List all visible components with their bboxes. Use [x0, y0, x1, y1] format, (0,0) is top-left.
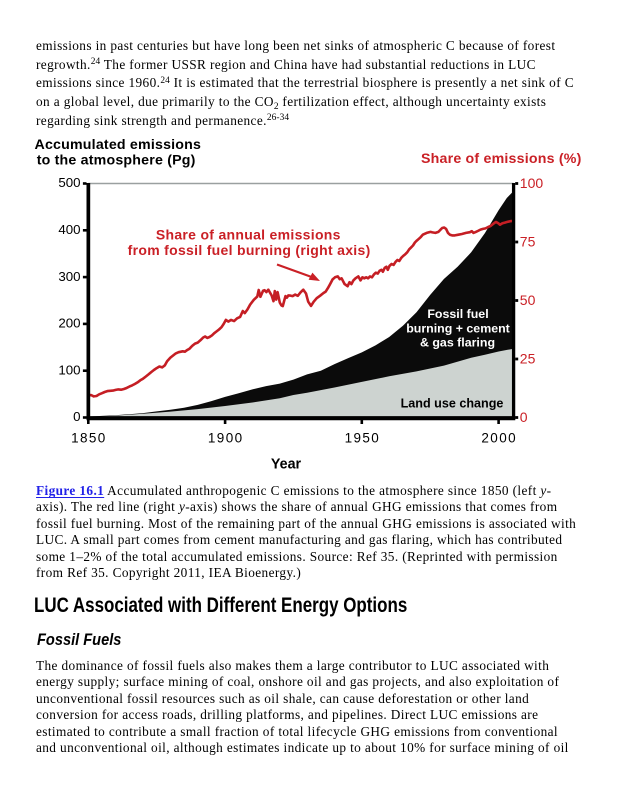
svg-text:400: 400: [58, 222, 80, 237]
svg-text:100: 100: [58, 362, 80, 377]
svg-text:0: 0: [73, 409, 80, 424]
svg-text:Share of annual emissions: Share of annual emissions: [156, 227, 341, 243]
svg-text:Fossil fuel: Fossil fuel: [427, 307, 488, 321]
svg-text:from fossil fuel burning (righ: from fossil fuel burning (right axis): [128, 242, 371, 258]
svg-text:to the atmosphere (Pg): to the atmosphere (Pg): [37, 152, 196, 168]
svg-text:200: 200: [58, 316, 80, 331]
svg-text:1900: 1900: [208, 430, 244, 445]
svg-text:& gas flaring: & gas flaring: [420, 336, 495, 350]
svg-text:burning + cement: burning + cement: [406, 321, 510, 335]
svg-text:25: 25: [520, 350, 536, 366]
svg-text:50: 50: [520, 292, 536, 308]
svg-text:100: 100: [520, 175, 544, 191]
svg-text:1950: 1950: [345, 430, 381, 445]
svg-text:Share of emissions (%): Share of emissions (%): [421, 151, 582, 167]
svg-text:75: 75: [520, 233, 536, 249]
svg-text:Year: Year: [271, 456, 302, 472]
svg-text:0: 0: [520, 409, 528, 425]
svg-text:300: 300: [58, 269, 80, 284]
svg-text:500: 500: [58, 175, 80, 190]
svg-text:Accumulated emissions: Accumulated emissions: [35, 137, 202, 153]
svg-text:Land use change: Land use change: [401, 396, 504, 410]
svg-text:1850: 1850: [71, 430, 107, 445]
svg-text:2000: 2000: [481, 430, 517, 445]
